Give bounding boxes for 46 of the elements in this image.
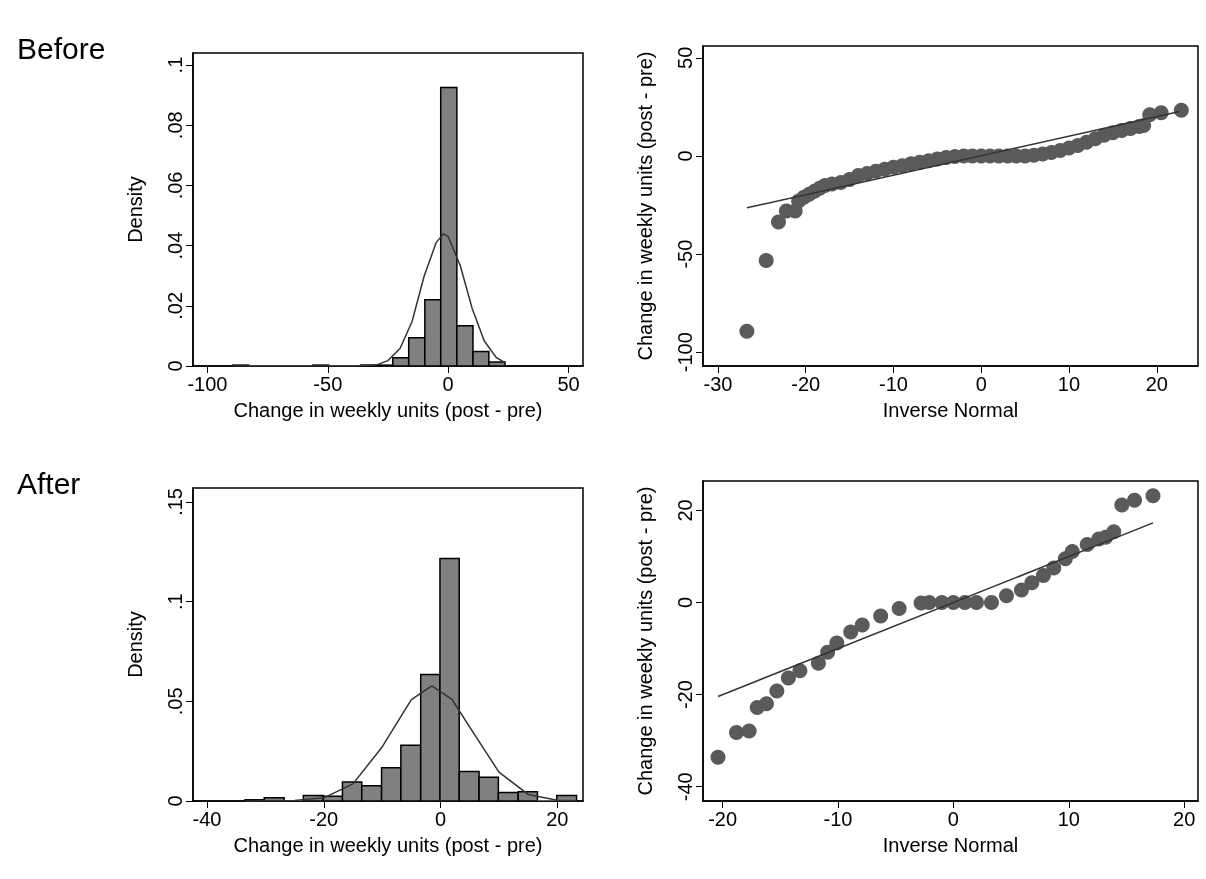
x-tick-label: 50 [557,373,580,395]
x-tick-label: -10 [879,373,908,395]
x-tick-label: -20 [708,808,738,830]
y-tick-label: 50 [674,46,696,69]
y-tick-label: 0 [674,150,696,162]
y-tick-label: 0 [164,795,186,807]
y-tick-label: 20 [674,499,696,522]
x-tick-label: -20 [309,808,339,830]
x-tick-label: -20 [791,373,821,395]
x-tick-label: -10 [823,808,853,830]
y-axis-title: Change in weekly units (post - pre) [634,486,656,796]
y-tick-label: .05 [164,687,186,716]
y-tick-label: -50 [674,239,696,269]
x-axis-title: Inverse Normal [882,399,1019,421]
y-axis-title: Change in weekly units (post - pre) [634,51,656,361]
x-axis-title: Inverse Normal [882,834,1019,856]
x-tick-label: 20 [1145,373,1168,395]
chart-title: Before [17,31,106,65]
x-axis-title: Change in weekly units (post - pre) [233,399,543,421]
x-tick-label: 20 [546,808,569,830]
x-tick-label: -100 [187,373,228,395]
y-tick-label: 0 [674,596,696,609]
x-tick-label: 0 [442,373,454,395]
y-tick-label: .15 [164,488,186,516]
x-tick-label: -30 [703,373,733,395]
y-axis-title: Density [124,611,146,678]
y-tick-label: .1 [164,593,186,610]
y-tick-label: 0 [164,360,186,372]
y-tick-label: .1 [164,56,186,74]
y-axis-title: Density [124,176,146,243]
x-tick-label: -40 [192,808,222,830]
x-tick-label: 0 [947,808,959,830]
y-tick-label: .04 [164,231,186,260]
x-tick-label: 0 [975,373,987,395]
y-tick-label: -20 [674,680,696,710]
x-tick-label: 0 [434,808,447,830]
chart-title: After [17,466,81,500]
x-tick-label: 20 [1173,808,1196,830]
x-tick-label: 10 [1057,373,1081,395]
x-axis-title: Change in weekly units (post - pre) [233,834,543,856]
y-tick-label: .02 [164,291,186,320]
y-tick-label: .06 [164,171,186,200]
x-tick-label: -50 [313,373,343,395]
x-tick-label: 10 [1057,808,1080,830]
y-tick-label: -40 [674,772,696,802]
y-tick-label: .08 [164,111,186,140]
